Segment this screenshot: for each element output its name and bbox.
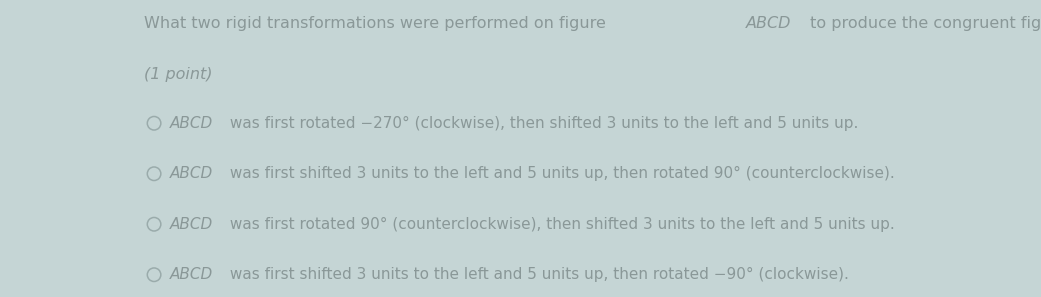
Text: ABCD: ABCD: [170, 267, 213, 282]
Text: ABCD: ABCD: [746, 16, 792, 31]
Text: was first shifted 3 units to the left and 5 units up, then rotated 90° (counterc: was first shifted 3 units to the left an…: [226, 166, 895, 181]
Text: was first shifted 3 units to the left and 5 units up, then rotated −90° (clockwi: was first shifted 3 units to the left an…: [226, 267, 849, 282]
Text: was first rotated 90° (counterclockwise), then shifted 3 units to the left and 5: was first rotated 90° (counterclockwise)…: [226, 217, 895, 232]
Text: ABCD: ABCD: [170, 166, 213, 181]
Text: to produce the congruent figure: to produce the congruent figure: [805, 16, 1041, 31]
Text: was first rotated −270° (clockwise), then shifted 3 units to the left and 5 unit: was first rotated −270° (clockwise), the…: [226, 116, 859, 131]
Text: ABCD: ABCD: [170, 217, 213, 232]
Text: ABCD: ABCD: [170, 116, 213, 131]
Text: What two rigid transformations were performed on figure: What two rigid transformations were perf…: [144, 16, 611, 31]
Text: (1 point): (1 point): [144, 67, 212, 82]
